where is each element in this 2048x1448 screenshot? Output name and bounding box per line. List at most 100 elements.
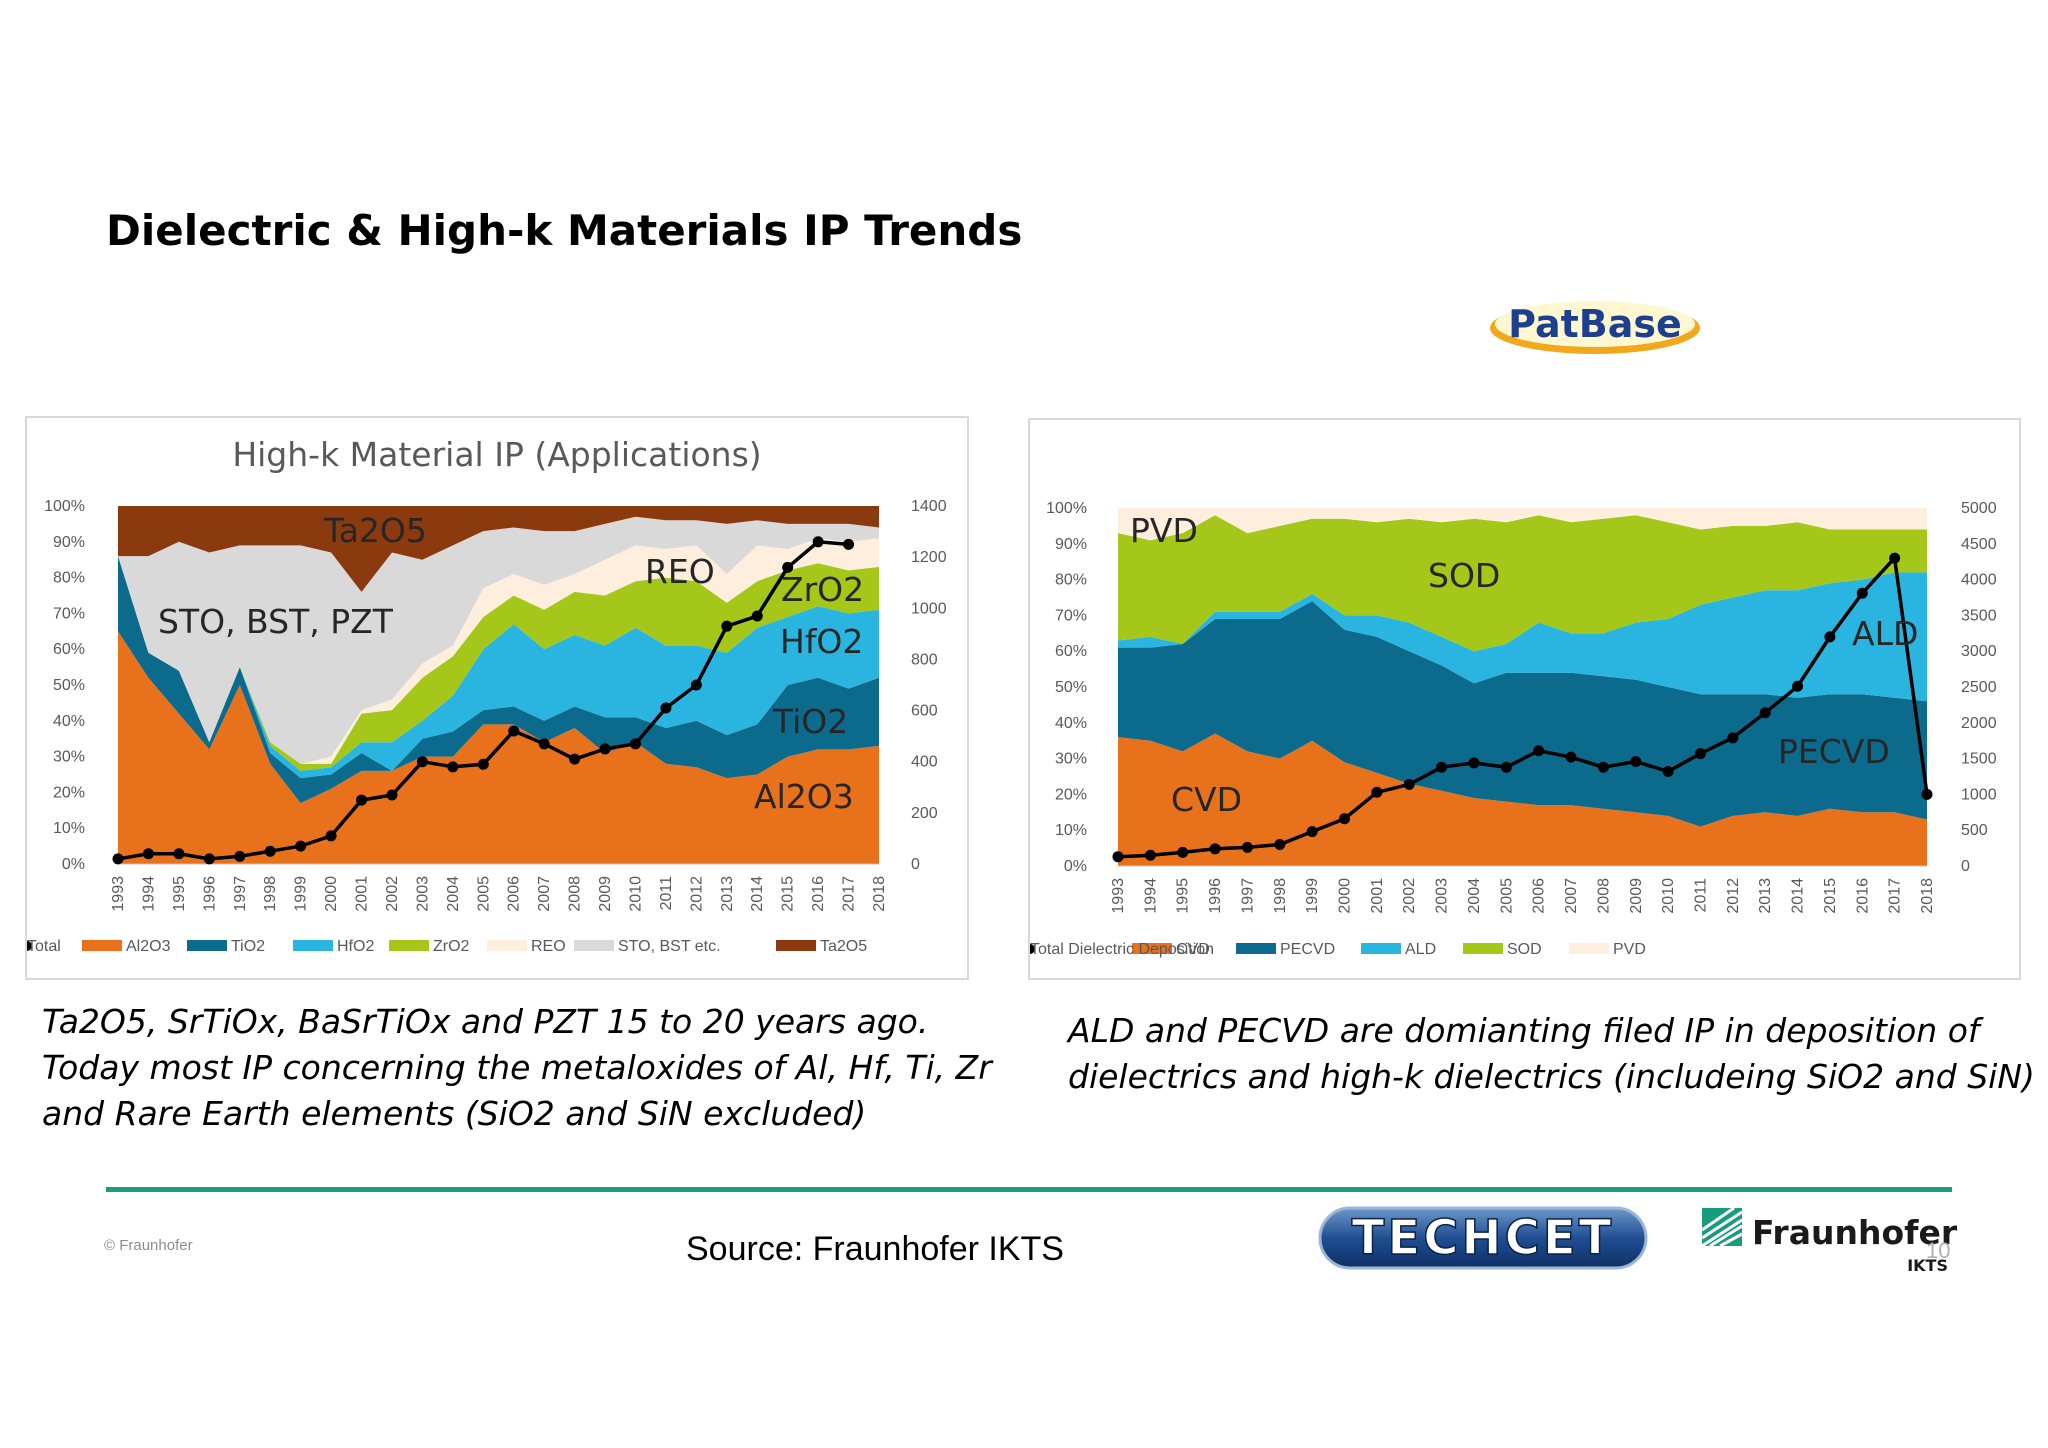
area-label-ald: ALD: [1852, 614, 1918, 653]
total-point: [1177, 846, 1189, 858]
x-tick-label: 2018: [871, 876, 888, 912]
y-left-tick-label: 30%: [1055, 751, 1087, 768]
total-point: [1792, 680, 1804, 692]
total-point: [629, 738, 641, 750]
x-tick-label: 1993: [1110, 878, 1127, 914]
y-left-tick-label: 80%: [53, 570, 85, 587]
x-tick-label: 1996: [201, 876, 218, 912]
y-right-tick-label: 1400: [911, 498, 947, 515]
total-point: [1112, 851, 1124, 863]
x-tick-label: 2002: [384, 876, 401, 912]
y-left-tick-label: 60%: [53, 641, 85, 658]
total-point: [1921, 788, 1933, 800]
total-point: [1274, 839, 1286, 851]
total-point: [1694, 748, 1706, 760]
legend-swatch: [487, 940, 527, 951]
total-point: [1565, 751, 1577, 763]
y-left-tick-label: 30%: [53, 749, 85, 766]
area-reo: [118, 538, 879, 764]
caption-left: Ta2O5, SrTiOx, BaSrTiOx and PZT 15 to 20…: [42, 999, 992, 1137]
legend-item-reo: REO: [487, 938, 566, 955]
x-tick-label: 2002: [1401, 878, 1418, 914]
legend-label: STO, BST etc.: [618, 938, 721, 955]
y-right-tick-label: 2000: [1961, 715, 1997, 732]
total-point: [1759, 707, 1771, 719]
legend-swatch: [1236, 943, 1276, 954]
svg-text:Fraunhofer: Fraunhofer: [1752, 1213, 1958, 1252]
x-tick-label: 1999: [1304, 878, 1321, 914]
y-right-tick-label: 200: [911, 805, 938, 822]
legend-item-sod: SOD: [1463, 941, 1542, 958]
total-point: [1727, 732, 1739, 744]
legend-label: PVD: [1613, 941, 1646, 958]
x-tick-label: 2014: [749, 876, 766, 912]
chart-title: High-k Material IP (Applications): [232, 435, 761, 474]
x-tick-label: 2015: [780, 876, 797, 912]
total-point: [356, 794, 368, 806]
slide-title: Dielectric & High-k Materials IP Trends: [106, 206, 1023, 255]
total-point: [295, 840, 307, 852]
chart-high-k-materials: High-k Material IP (Applications) 0% 10% 20…: [27, 435, 947, 955]
fraunhofer-mark-icon: [1701, 1206, 1743, 1248]
total-point: [751, 610, 763, 622]
total-point: [203, 853, 215, 865]
total-point: [538, 738, 550, 750]
legend-swatch: [187, 940, 227, 951]
legend-label: PECVD: [1280, 941, 1335, 958]
legend-label: REO: [531, 938, 566, 955]
source-text: Source: Fraunhofer IKTS: [686, 1230, 1064, 1268]
legend-total-marker-icon: [27, 941, 32, 951]
total-point: [599, 743, 611, 755]
total-point: [1436, 761, 1448, 773]
area-pecvd: [1118, 601, 1927, 827]
x-tick-label: 2018: [1919, 878, 1936, 914]
legend-item-total: Total: [27, 938, 61, 955]
legend-item-cvd: CVD: [1132, 941, 1210, 958]
y-right-tick-label: 1200: [911, 549, 947, 566]
y-right-tick-label: 600: [911, 703, 938, 720]
x-tick-label: 2007: [536, 876, 553, 912]
area-label-sto-bst-pzt: STO, BST, PZT: [158, 602, 394, 641]
x-tick-label: 1996: [1207, 878, 1224, 914]
x-tick-label: 2000: [1337, 878, 1354, 914]
area-label-al2o3: Al2O3: [754, 777, 854, 816]
x-tick-label: 2011: [1692, 878, 1709, 913]
patbase-logo: PatBase: [1490, 301, 1700, 354]
x-tick-label: 2007: [1563, 878, 1580, 914]
total-point: [1371, 786, 1383, 798]
y-left-tick-label: 50%: [1055, 679, 1087, 696]
legend-item-tio2: TiO2: [187, 938, 265, 955]
y-left-tick-label: 10%: [1055, 822, 1087, 839]
legend-item-total-dielectric-deposition: Total Dielectric Deposition: [1030, 941, 1214, 958]
total-point: [569, 753, 581, 765]
total-point: [1533, 745, 1545, 757]
fraunhofer-logo: Fraunhofer IKTS: [1701, 1206, 1958, 1275]
x-tick-label: 2017: [1887, 878, 1904, 914]
x-tick-label: 1994: [1142, 878, 1159, 914]
area-ald: [1118, 572, 1927, 702]
legend-total-marker-icon: [1030, 944, 1035, 954]
area-pvd: [1118, 508, 1927, 541]
area-ta2o5: [118, 506, 879, 592]
x-tick-label: 2012: [1725, 878, 1742, 914]
legend-swatch: [1361, 943, 1401, 954]
y-left-tick-label: 70%: [53, 605, 85, 622]
area-label-tio2: TiO2: [772, 702, 848, 741]
x-tick-label: 1998: [1272, 878, 1289, 914]
total-point: [1824, 631, 1836, 643]
total-point: [1662, 765, 1674, 777]
y-left-tick-label: 100%: [44, 498, 85, 515]
y-right-tick-label: 1500: [1961, 751, 1997, 768]
y-left-tick-label: 0%: [1064, 858, 1087, 875]
x-tick-label: 2012: [688, 876, 705, 912]
area-label-pecvd: PECVD: [1778, 732, 1890, 771]
y-right-tick-label: 3500: [1961, 607, 1997, 624]
total-point: [264, 845, 276, 857]
total-point: [1339, 813, 1351, 825]
legend-label: HfO2: [337, 938, 374, 955]
x-tick-label: 2005: [475, 876, 492, 912]
area-hfo2: [118, 556, 879, 779]
x-tick-label: 2000: [323, 876, 340, 912]
area-tio2: [118, 556, 879, 804]
legend-label: TiO2: [231, 938, 265, 955]
